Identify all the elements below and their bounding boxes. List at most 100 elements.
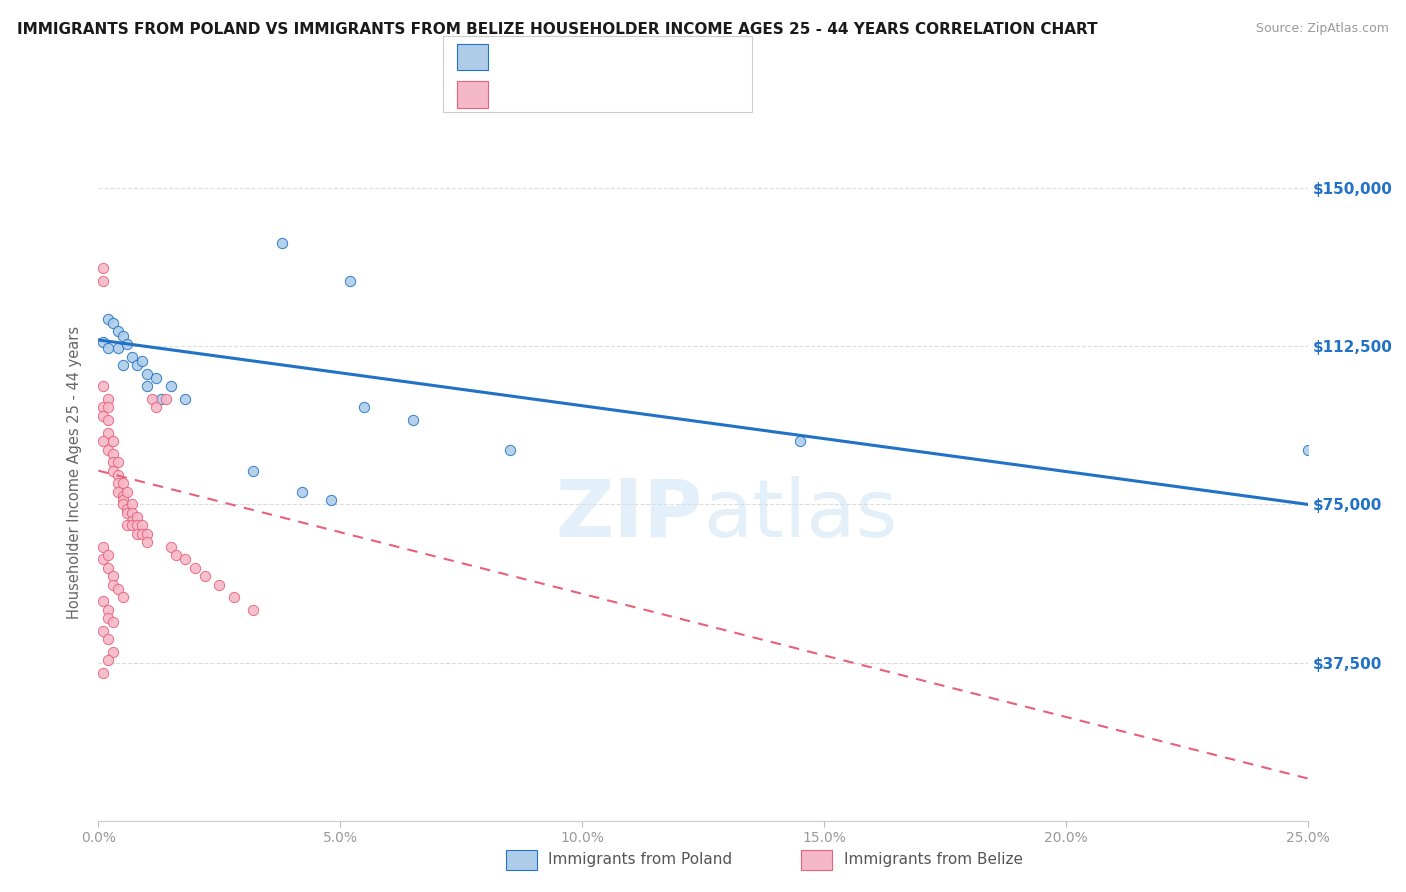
Point [107,467,129,482]
Point [145,371,167,385]
Point [184,560,207,574]
Point [97,392,120,406]
Point [117,337,139,351]
Point [127,510,149,524]
Point [160,540,183,554]
Point [131,527,153,541]
Point [131,354,153,368]
Point [121,506,143,520]
Point [111,489,134,503]
Point [131,518,153,533]
Point [91,274,114,288]
Text: R =: R = [496,49,530,64]
Point [121,350,143,364]
Point [319,493,342,508]
Point [101,455,124,469]
Point [155,392,177,406]
Point [97,311,120,326]
Point [91,261,114,276]
Point [97,342,120,356]
Point [97,653,120,667]
Point [150,392,173,406]
Point [127,518,149,533]
Point [101,569,124,583]
Point [97,603,120,617]
Point [97,413,120,427]
Point [91,434,114,449]
Point [127,527,149,541]
Point [107,582,129,596]
Point [107,342,129,356]
Point [353,401,375,415]
Point [135,527,157,541]
Point [101,577,124,591]
Point [101,645,124,659]
Point [174,392,197,406]
Point [101,316,124,330]
Point [242,464,264,478]
Point [165,548,187,562]
Text: N =: N = [616,87,650,103]
Point [271,235,294,250]
Point [208,577,231,591]
Point [498,442,520,457]
Point [339,274,361,288]
Point [135,535,157,549]
Text: -0.511: -0.511 [536,49,591,64]
Text: -0.166: -0.166 [536,87,591,103]
Text: ZIP: ZIP [555,475,703,554]
Point [117,501,139,516]
Point [111,358,134,372]
Point [97,548,120,562]
Point [101,447,124,461]
Point [141,392,163,406]
Text: atlas: atlas [703,475,897,554]
Point [222,590,245,604]
Point [91,401,114,415]
Text: R =: R = [496,87,530,103]
Point [1296,442,1319,457]
Point [101,434,124,449]
Point [91,666,114,681]
Point [91,594,114,608]
Point [121,497,143,511]
Text: 66: 66 [651,87,672,103]
Point [91,334,114,349]
Point [160,379,183,393]
Point [789,434,811,449]
Point [101,464,124,478]
Point [97,611,120,625]
Point [97,401,120,415]
Text: 28: 28 [651,49,672,64]
Point [127,358,149,372]
Point [97,632,120,647]
Text: Source: ZipAtlas.com: Source: ZipAtlas.com [1256,22,1389,36]
Point [135,367,157,381]
Point [107,455,129,469]
Point [117,484,139,499]
Point [117,518,139,533]
Point [111,476,134,491]
Point [111,328,134,343]
Point [91,624,114,638]
Point [117,506,139,520]
Text: N =: N = [616,49,650,64]
Y-axis label: Householder Income Ages 25 - 44 years: Householder Income Ages 25 - 44 years [67,326,83,619]
Point [402,413,425,427]
Point [111,497,134,511]
Point [111,493,134,508]
Text: Immigrants from Poland: Immigrants from Poland [548,853,733,867]
Point [101,615,124,630]
Point [290,484,312,499]
Point [174,552,197,566]
Point [121,514,143,528]
Point [111,590,134,604]
Point [107,484,129,499]
Point [121,518,143,533]
Point [97,560,120,574]
Text: IMMIGRANTS FROM POLAND VS IMMIGRANTS FROM BELIZE HOUSEHOLDER INCOME AGES 25 - 44: IMMIGRANTS FROM POLAND VS IMMIGRANTS FRO… [17,22,1098,37]
Point [91,379,114,393]
Point [107,476,129,491]
Point [91,540,114,554]
Point [194,569,217,583]
